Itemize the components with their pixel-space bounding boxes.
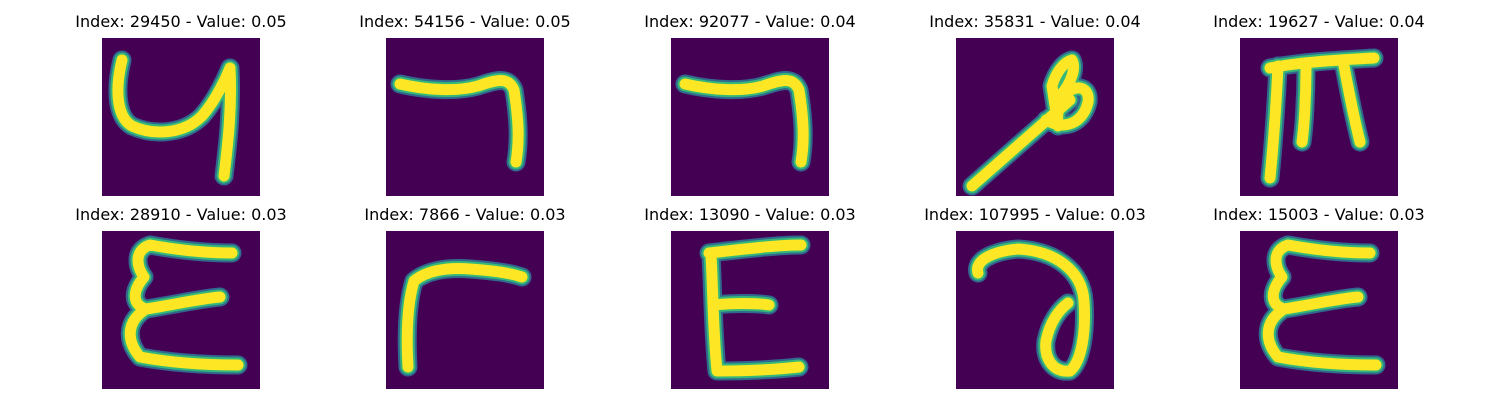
- glyph-image: [956, 38, 1114, 196]
- glyph-image: [671, 231, 829, 389]
- panel-title: Index: 35831 - Value: 0.04: [929, 12, 1141, 31]
- panel-title: Index: 19627 - Value: 0.04: [1213, 12, 1425, 31]
- panel-title: Index: 15003 - Value: 0.03: [1213, 205, 1425, 224]
- panel-title: Index: 7866 - Value: 0.03: [364, 205, 566, 224]
- glyph-stroke-core: [703, 239, 807, 377]
- panel-title: Index: 28910 - Value: 0.03: [75, 205, 287, 224]
- panel-title: Index: 29450 - Value: 0.05: [75, 12, 287, 31]
- glyph-stroke-core: [966, 54, 1094, 192]
- glyph-stroke-core: [124, 239, 244, 371]
- panel-title: Index: 107995 - Value: 0.03: [924, 205, 1146, 224]
- glyph-stroke-core: [401, 263, 528, 373]
- image-panel: Index: 13090 - Value: 0.03: [620, 205, 880, 395]
- glyph-image: [1240, 231, 1398, 389]
- panel-title: Index: 54156 - Value: 0.05: [359, 12, 571, 31]
- glyph-stroke-core: [1264, 52, 1380, 184]
- glyph-image: [671, 38, 829, 196]
- panel-title: Index: 13090 - Value: 0.03: [644, 205, 856, 224]
- glyph-stroke-core: [1262, 239, 1382, 371]
- image-panel: Index: 7866 - Value: 0.03: [335, 205, 595, 395]
- glyph-image: [956, 231, 1114, 389]
- glyph-stroke-core: [679, 75, 809, 168]
- image-panel: Index: 29450 - Value: 0.05: [51, 12, 311, 202]
- image-panel: Index: 107995 - Value: 0.03: [905, 205, 1165, 395]
- glyph-image: [1240, 38, 1398, 196]
- glyph-image: [102, 38, 260, 196]
- glyph-image: [386, 38, 544, 196]
- image-panel: Index: 15003 - Value: 0.03: [1189, 205, 1449, 395]
- glyph-stroke-core: [972, 243, 1090, 377]
- glyph-image: [386, 231, 544, 389]
- glyph-stroke-core: [112, 54, 237, 182]
- image-panel: Index: 92077 - Value: 0.04: [620, 12, 880, 202]
- image-panel: Index: 28910 - Value: 0.03: [51, 205, 311, 395]
- image-panel: Index: 35831 - Value: 0.04: [905, 12, 1165, 202]
- panel-title: Index: 92077 - Value: 0.04: [644, 12, 856, 31]
- glyph-image: [102, 231, 260, 389]
- glyph-stroke-core: [394, 75, 524, 168]
- image-panel: Index: 19627 - Value: 0.04: [1189, 12, 1449, 202]
- image-panel: Index: 54156 - Value: 0.05: [335, 12, 595, 202]
